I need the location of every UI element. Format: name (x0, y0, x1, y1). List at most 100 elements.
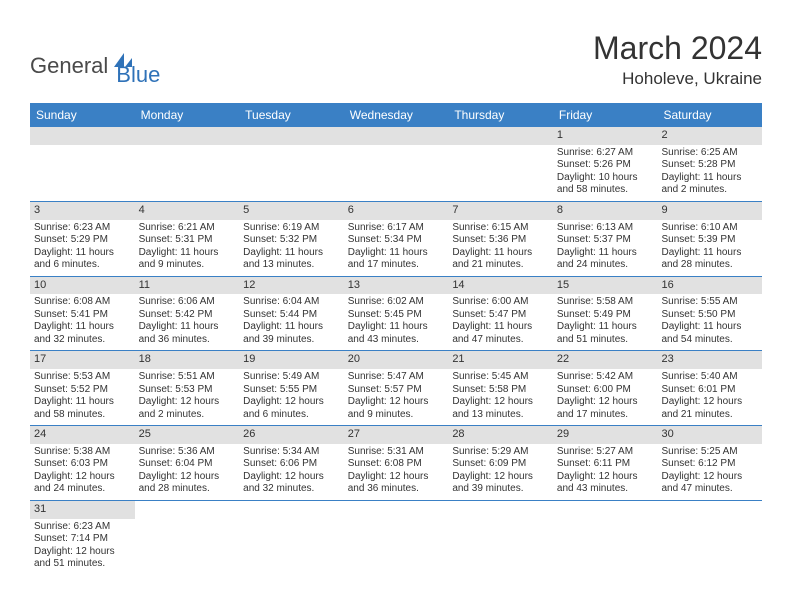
day-cell: 9Sunrise: 6:10 AMSunset: 5:39 PMDaylight… (657, 202, 762, 276)
day-detail: Sunrise: 6:25 AM (661, 147, 758, 160)
day-detail: Daylight: 11 hours (661, 247, 758, 260)
day-detail: Sunrise: 6:02 AM (348, 296, 445, 309)
month-title: March 2024 (593, 30, 762, 67)
day-detail: Sunrise: 5:40 AM (661, 371, 758, 384)
day-number (239, 127, 344, 145)
day-cell-empty (553, 501, 658, 575)
day-number: 10 (30, 277, 135, 295)
day-detail: Sunset: 6:04 PM (139, 458, 236, 471)
day-detail: and 32 minutes. (243, 483, 340, 496)
day-detail: and 24 minutes. (557, 259, 654, 272)
day-detail: Daylight: 12 hours (34, 546, 131, 559)
day-header: Saturday (657, 103, 762, 127)
day-detail: Sunrise: 6:04 AM (243, 296, 340, 309)
day-number (135, 127, 240, 145)
day-detail: Sunset: 5:47 PM (452, 309, 549, 322)
day-cell-empty (239, 127, 344, 201)
day-detail: and 58 minutes. (34, 409, 131, 422)
day-detail: and 6 minutes. (34, 259, 131, 272)
day-cell: 1Sunrise: 6:27 AMSunset: 5:26 PMDaylight… (553, 127, 658, 201)
day-detail: and 28 minutes. (139, 483, 236, 496)
day-detail: Sunset: 5:57 PM (348, 384, 445, 397)
day-header: Wednesday (344, 103, 449, 127)
day-cell: 25Sunrise: 5:36 AMSunset: 6:04 PMDayligh… (135, 426, 240, 500)
day-detail: and 54 minutes. (661, 334, 758, 347)
day-detail: Sunrise: 5:47 AM (348, 371, 445, 384)
day-number: 29 (553, 426, 658, 444)
day-number: 12 (239, 277, 344, 295)
week-row: 10Sunrise: 6:08 AMSunset: 5:41 PMDayligh… (30, 277, 762, 352)
week-row: 24Sunrise: 5:38 AMSunset: 6:03 PMDayligh… (30, 426, 762, 501)
day-detail: Sunrise: 5:45 AM (452, 371, 549, 384)
day-detail: and 47 minutes. (452, 334, 549, 347)
logo: General Blue (30, 44, 160, 88)
week-row: 17Sunrise: 5:53 AMSunset: 5:52 PMDayligh… (30, 351, 762, 426)
day-detail: Sunrise: 5:34 AM (243, 446, 340, 459)
day-detail: Daylight: 11 hours (348, 247, 445, 260)
day-detail: Sunrise: 6:08 AM (34, 296, 131, 309)
day-detail: and 43 minutes. (348, 334, 445, 347)
day-detail: and 2 minutes. (661, 184, 758, 197)
day-detail: and 6 minutes. (243, 409, 340, 422)
day-detail: Daylight: 11 hours (452, 321, 549, 334)
day-number: 31 (30, 501, 135, 519)
day-header: Thursday (448, 103, 553, 127)
day-detail: Daylight: 11 hours (452, 247, 549, 260)
week-row: 3Sunrise: 6:23 AMSunset: 5:29 PMDaylight… (30, 202, 762, 277)
location: Hoholeve, Ukraine (593, 69, 762, 89)
day-detail: Sunset: 7:14 PM (34, 533, 131, 546)
day-number: 23 (657, 351, 762, 369)
day-cell-empty (657, 501, 762, 575)
day-detail: Sunset: 6:03 PM (34, 458, 131, 471)
day-detail: Daylight: 12 hours (452, 471, 549, 484)
day-detail: Sunrise: 5:38 AM (34, 446, 131, 459)
day-cell: 12Sunrise: 6:04 AMSunset: 5:44 PMDayligh… (239, 277, 344, 351)
day-number: 5 (239, 202, 344, 220)
day-number: 16 (657, 277, 762, 295)
day-number: 25 (135, 426, 240, 444)
day-detail: Daylight: 10 hours (557, 172, 654, 185)
day-cell: 26Sunrise: 5:34 AMSunset: 6:06 PMDayligh… (239, 426, 344, 500)
day-detail: and 21 minutes. (452, 259, 549, 272)
day-number: 9 (657, 202, 762, 220)
day-detail: and 39 minutes. (243, 334, 340, 347)
day-cell: 14Sunrise: 6:00 AMSunset: 5:47 PMDayligh… (448, 277, 553, 351)
day-cell: 20Sunrise: 5:47 AMSunset: 5:57 PMDayligh… (344, 351, 449, 425)
day-detail: Sunrise: 5:27 AM (557, 446, 654, 459)
day-detail: Sunset: 5:52 PM (34, 384, 131, 397)
title-block: March 2024 Hoholeve, Ukraine (593, 30, 762, 89)
day-number: 14 (448, 277, 553, 295)
day-cell: 22Sunrise: 5:42 AMSunset: 6:00 PMDayligh… (553, 351, 658, 425)
day-detail: Sunset: 5:36 PM (452, 234, 549, 247)
day-detail: Sunset: 5:34 PM (348, 234, 445, 247)
day-cell-empty (30, 127, 135, 201)
day-detail: Sunset: 6:00 PM (557, 384, 654, 397)
day-cell: 30Sunrise: 5:25 AMSunset: 6:12 PMDayligh… (657, 426, 762, 500)
day-cell-empty (135, 127, 240, 201)
day-number (553, 501, 658, 519)
day-detail: Daylight: 12 hours (139, 396, 236, 409)
day-detail: Daylight: 11 hours (348, 321, 445, 334)
day-detail: Daylight: 11 hours (34, 247, 131, 260)
day-cell-empty (344, 127, 449, 201)
day-number: 19 (239, 351, 344, 369)
day-detail: and 58 minutes. (557, 184, 654, 197)
day-detail: Daylight: 11 hours (557, 247, 654, 260)
day-detail: Sunrise: 5:36 AM (139, 446, 236, 459)
day-header: Tuesday (239, 103, 344, 127)
day-detail: Daylight: 12 hours (348, 396, 445, 409)
day-detail: Sunrise: 5:49 AM (243, 371, 340, 384)
day-detail: Sunset: 5:55 PM (243, 384, 340, 397)
day-detail: and 36 minutes. (348, 483, 445, 496)
day-detail: Daylight: 12 hours (557, 396, 654, 409)
day-number: 17 (30, 351, 135, 369)
day-detail: and 17 minutes. (348, 259, 445, 272)
day-number: 18 (135, 351, 240, 369)
day-detail: and 51 minutes. (34, 558, 131, 571)
day-detail: Daylight: 12 hours (243, 396, 340, 409)
day-detail: Sunset: 6:01 PM (661, 384, 758, 397)
day-cell: 2Sunrise: 6:25 AMSunset: 5:28 PMDaylight… (657, 127, 762, 201)
day-detail: Daylight: 11 hours (139, 247, 236, 260)
day-detail: Daylight: 11 hours (34, 396, 131, 409)
day-cell-empty (135, 501, 240, 575)
